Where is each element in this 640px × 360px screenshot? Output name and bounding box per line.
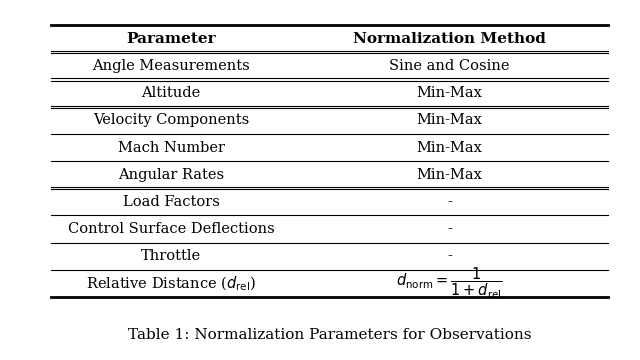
Text: -: - — [447, 249, 452, 263]
Text: Sine and Cosine: Sine and Cosine — [389, 59, 510, 73]
Text: Min-Max: Min-Max — [417, 86, 483, 100]
Text: Min-Max: Min-Max — [417, 168, 483, 182]
Text: Relative Distance ($d_{\mathrm{rel}}$): Relative Distance ($d_{\mathrm{rel}}$) — [86, 274, 256, 293]
Text: Min-Max: Min-Max — [417, 140, 483, 154]
Text: Mach Number: Mach Number — [118, 140, 225, 154]
Text: $d_{\mathrm{norm}} = \dfrac{1}{1+d_{\mathrm{rel}}}$: $d_{\mathrm{norm}} = \dfrac{1}{1+d_{\mat… — [396, 266, 503, 301]
Text: Table 1: Normalization Parameters for Observations: Table 1: Normalization Parameters for Ob… — [128, 328, 531, 342]
Text: Min-Max: Min-Max — [417, 113, 483, 127]
Text: Normalization Method: Normalization Method — [353, 32, 546, 46]
Text: Angular Rates: Angular Rates — [118, 168, 224, 182]
Text: Load Factors: Load Factors — [123, 195, 220, 209]
Text: Control Surface Deflections: Control Surface Deflections — [68, 222, 275, 236]
Text: Parameter: Parameter — [126, 32, 216, 46]
Text: Throttle: Throttle — [141, 249, 201, 263]
Text: -: - — [447, 222, 452, 236]
Text: Angle Measurements: Angle Measurements — [92, 59, 250, 73]
Text: Altitude: Altitude — [141, 86, 201, 100]
Text: Velocity Components: Velocity Components — [93, 113, 250, 127]
Text: -: - — [447, 195, 452, 209]
